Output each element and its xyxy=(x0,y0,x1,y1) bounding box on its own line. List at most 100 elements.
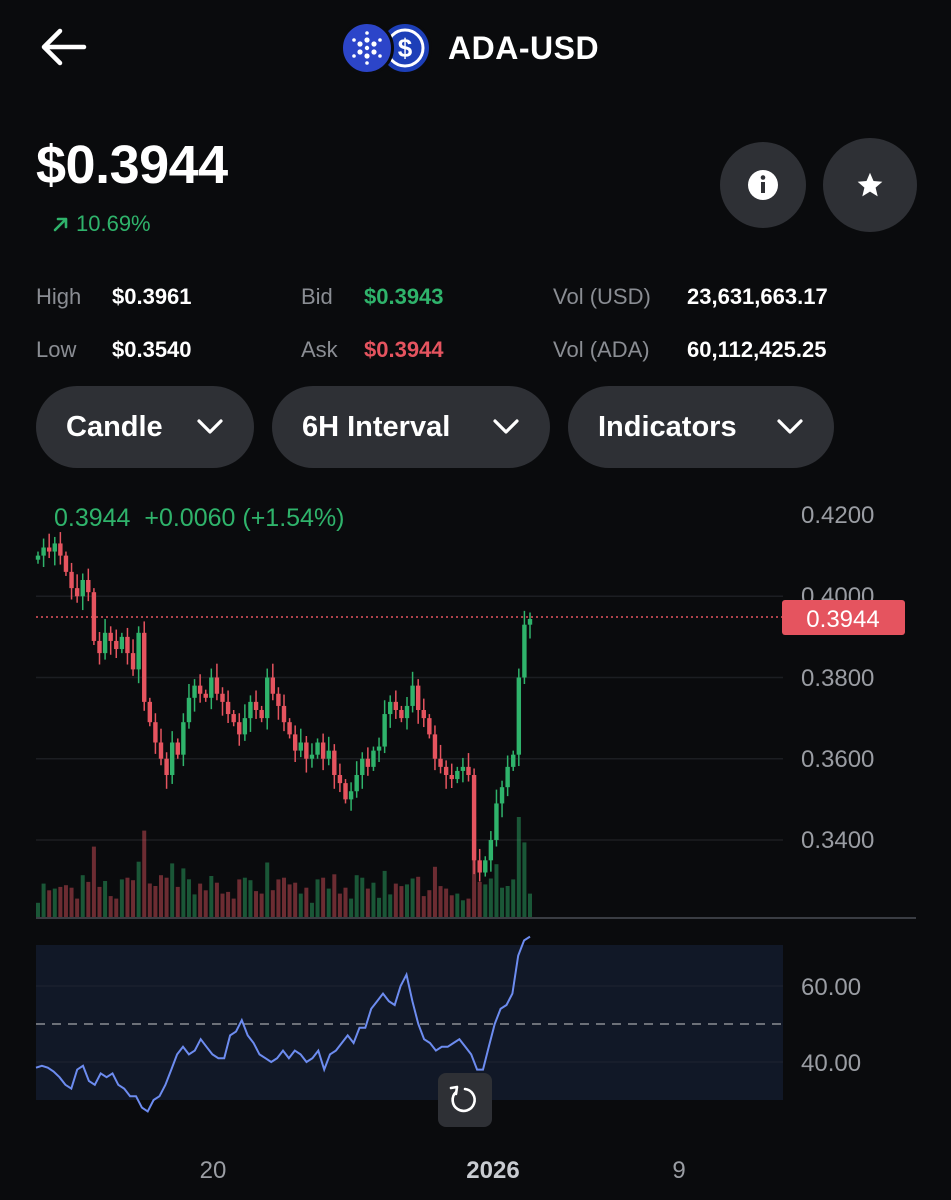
volume-bar xyxy=(449,895,454,917)
volume-bar xyxy=(466,898,471,917)
back-button[interactable] xyxy=(34,22,90,72)
volume-bar xyxy=(388,894,393,917)
volume-bar xyxy=(214,882,219,917)
candle-body xyxy=(164,758,169,775)
rsi-line xyxy=(35,935,531,1113)
candle-body xyxy=(455,770,460,780)
favorite-button[interactable] xyxy=(823,138,917,232)
candle-body xyxy=(438,758,443,767)
volume-bar xyxy=(265,862,270,917)
stat-low: Low $0.3540 xyxy=(36,337,192,363)
candle-body xyxy=(326,750,331,759)
volume-bar xyxy=(365,888,370,917)
chart-type-dropdown[interactable]: Candle xyxy=(36,386,254,468)
candle-body xyxy=(499,787,505,804)
stat-vol-usd: Vol (USD) 23,631,663.17 xyxy=(553,284,828,310)
candle-body xyxy=(147,701,153,723)
candle-body xyxy=(522,624,527,678)
volume-bar xyxy=(198,883,203,917)
candle-body xyxy=(181,722,186,755)
volume-bar xyxy=(226,891,231,917)
volume-bar xyxy=(142,830,147,917)
volume-bar xyxy=(438,886,443,917)
candle-body xyxy=(483,860,488,873)
volume-bar xyxy=(371,882,376,917)
volume-bar xyxy=(432,866,437,917)
y-tick-label: 0.3800 xyxy=(801,665,874,692)
stat-vol-ada: Vol (ADA) 60,112,425.25 xyxy=(553,337,826,363)
candle-body xyxy=(231,714,236,723)
volume-bar xyxy=(382,870,387,917)
candle-body xyxy=(86,580,91,593)
x-tick-label: 2026 xyxy=(466,1157,519,1184)
volume-bar xyxy=(91,846,96,917)
volume-bar xyxy=(259,893,264,917)
candle-body xyxy=(393,701,399,710)
chart-area[interactable]: 0.3944 +0.0060 (+1.54%) 0.4200 0.4000 0.… xyxy=(0,490,951,1200)
candle-body xyxy=(91,592,97,641)
volume-bar xyxy=(270,890,275,917)
candle-body xyxy=(35,555,41,560)
volume-bar xyxy=(505,886,510,917)
candle-body xyxy=(142,632,147,702)
candle-body xyxy=(449,775,454,780)
volume-bar xyxy=(220,893,225,917)
info-button[interactable] xyxy=(720,142,806,228)
candle-body xyxy=(237,722,242,735)
volume-bar xyxy=(153,886,158,917)
price-change-value: 10.69% xyxy=(76,211,151,236)
candle-body xyxy=(404,705,410,719)
interval-dropdown[interactable]: 6H Interval xyxy=(272,386,550,468)
stat-vol-usd-label: Vol (USD) xyxy=(553,284,651,309)
chevron-down-icon xyxy=(777,419,803,434)
indicators-label: Indicators xyxy=(598,410,737,443)
volume-bar xyxy=(119,879,124,917)
candle-body xyxy=(516,677,522,755)
candle-body xyxy=(225,701,231,715)
volume-bar xyxy=(282,877,286,917)
volume-bars xyxy=(36,817,532,917)
volume-bar xyxy=(522,842,527,917)
volume-bar xyxy=(332,874,337,917)
candle-body xyxy=(108,632,113,641)
y-tick-label: 0.3400 xyxy=(801,827,874,854)
volume-bar xyxy=(315,879,320,917)
candle-body xyxy=(348,791,354,800)
volume-bar xyxy=(175,886,180,917)
candle-body xyxy=(125,636,130,654)
volume-bar xyxy=(203,890,208,917)
stat-low-value: $0.3540 xyxy=(112,337,192,362)
current-price-badge-label: 0.3944 xyxy=(806,606,879,633)
candle-body xyxy=(41,547,46,556)
volume-bar xyxy=(131,880,136,917)
candle-body xyxy=(505,766,510,788)
chart-svg[interactable]: 0.3944 +0.0060 (+1.54%) 0.4200 0.4000 0.… xyxy=(0,490,951,1200)
candle-body xyxy=(203,693,208,698)
candle-body xyxy=(281,705,287,723)
stat-ask-label: Ask xyxy=(301,337,338,362)
stat-vol-usd-value: 23,631,663.17 xyxy=(687,284,828,309)
volume-bar xyxy=(170,863,175,917)
candle-body xyxy=(186,697,192,723)
reset-zoom-button[interactable] xyxy=(438,1073,492,1127)
candle-body xyxy=(74,588,80,597)
volume-bar xyxy=(80,875,85,917)
candle-body xyxy=(337,775,343,784)
volume-bar xyxy=(360,877,365,917)
stat-high-value: $0.3961 xyxy=(112,284,192,309)
candle-body xyxy=(410,685,415,706)
indicators-dropdown[interactable]: Indicators xyxy=(568,386,834,468)
volume-bar xyxy=(304,887,309,917)
candle-body xyxy=(432,734,438,759)
volume-bar xyxy=(500,887,505,917)
candles xyxy=(35,532,533,882)
volume-bar xyxy=(528,893,532,917)
pair-title-group: $ ADA-USD xyxy=(340,20,599,76)
volume-bar xyxy=(337,893,342,917)
candle-body xyxy=(114,640,119,650)
candle-body xyxy=(58,543,63,556)
volume-bar xyxy=(488,878,493,917)
stat-vol-ada-value: 60,112,425.25 xyxy=(687,337,827,362)
volume-bar xyxy=(421,896,426,917)
coin-icons: $ xyxy=(340,21,432,75)
